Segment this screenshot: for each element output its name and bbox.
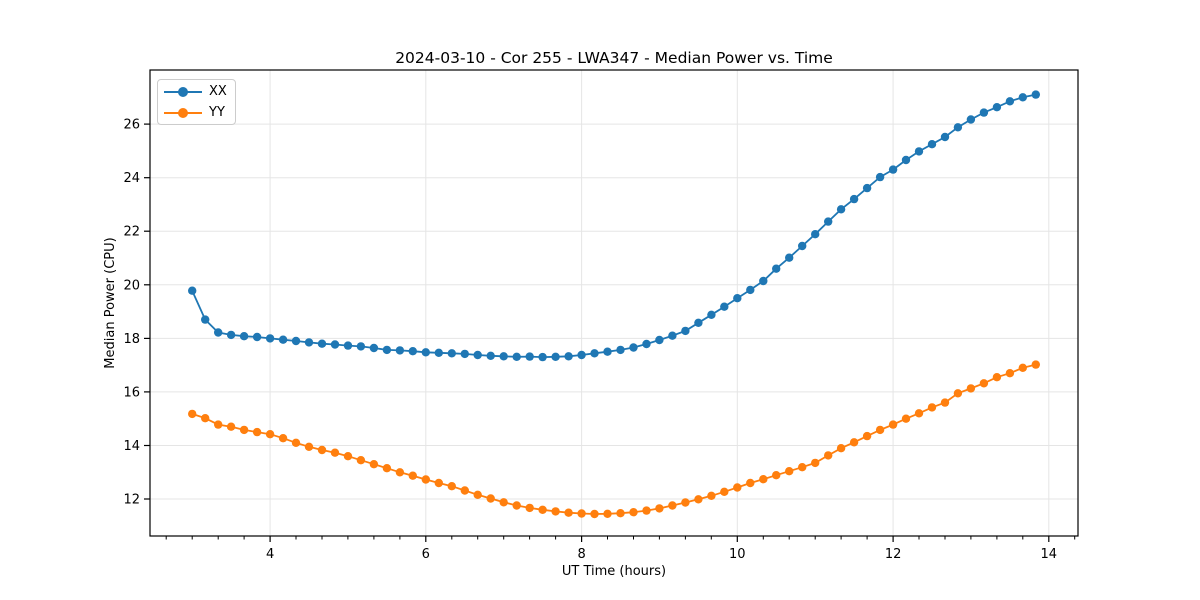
legend-line-marker-yy-icon [164, 107, 202, 118]
legend-label-yy: YY [209, 105, 225, 120]
y-tick-label: 18 [123, 332, 140, 347]
series-yy [188, 360, 1041, 519]
grid [150, 70, 1078, 536]
legend-item-xx: XX [164, 83, 229, 101]
series-xx [188, 90, 1041, 362]
axes-spines [149, 69, 1079, 537]
y-axis-ticks: 12 14 16 18 20 22 24 26 [123, 118, 150, 508]
legend-item-yy: YY [164, 104, 229, 122]
y-tick-label: 14 [123, 439, 140, 454]
y-tick-label: 12 [123, 493, 140, 508]
y-tick-label: 16 [123, 385, 140, 400]
legend-line-marker-xx-icon [164, 86, 202, 97]
x-tick-label: 10 [729, 547, 746, 562]
x-axis-label: UT Time (hours) [561, 564, 667, 579]
y-tick-label: 22 [123, 225, 140, 240]
y-tick-label: 26 [123, 118, 140, 133]
y-tick-label: 20 [123, 278, 140, 293]
x-tick-label: 6 [422, 547, 430, 562]
x-tick-label: 14 [1041, 547, 1058, 562]
legend-label-xx: XX [209, 84, 227, 99]
x-tick-label: 4 [266, 547, 274, 562]
x-tick-label: 8 [577, 547, 585, 562]
x-axis-ticks: 4 6 8 10 12 14 [165, 536, 1076, 562]
x-tick-label: 12 [885, 547, 902, 562]
y-axis-label: Median Power (CPU) [103, 237, 118, 369]
y-tick-label: 24 [123, 171, 140, 186]
legend: XX YY [157, 79, 236, 125]
chart-title: 2024-03-10 - Cor 255 - LWA347 - Median P… [395, 49, 833, 67]
